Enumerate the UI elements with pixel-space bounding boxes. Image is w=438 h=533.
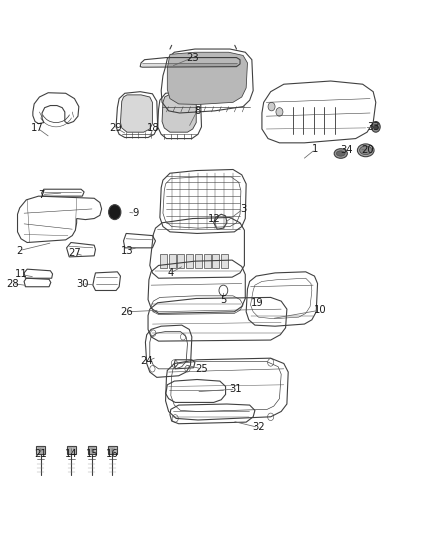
Ellipse shape <box>336 151 345 156</box>
Bar <box>160 254 167 268</box>
Text: 12: 12 <box>208 214 221 223</box>
Text: 15: 15 <box>85 449 99 459</box>
Text: 10: 10 <box>314 305 326 315</box>
Text: 29: 29 <box>110 123 123 133</box>
Circle shape <box>374 124 378 130</box>
Text: 33: 33 <box>367 122 379 132</box>
Bar <box>212 254 219 268</box>
Circle shape <box>109 205 121 220</box>
Bar <box>195 254 202 268</box>
Text: 23: 23 <box>187 53 199 62</box>
Text: 21: 21 <box>34 449 47 459</box>
Text: 18: 18 <box>147 123 159 133</box>
Text: 25: 25 <box>195 364 208 374</box>
Text: 19: 19 <box>251 298 264 308</box>
Ellipse shape <box>360 146 372 155</box>
Text: 20: 20 <box>362 146 374 155</box>
Text: 9: 9 <box>133 208 139 218</box>
Polygon shape <box>120 95 152 132</box>
Text: 31: 31 <box>230 384 242 394</box>
Bar <box>108 446 117 454</box>
Bar <box>88 446 96 454</box>
Text: 30: 30 <box>76 279 88 288</box>
Bar <box>186 254 193 268</box>
Circle shape <box>268 102 275 111</box>
Text: 24: 24 <box>141 357 153 366</box>
Ellipse shape <box>334 149 347 158</box>
Circle shape <box>371 122 380 132</box>
Bar <box>67 446 76 454</box>
Text: 3: 3 <box>240 204 246 214</box>
Text: 17: 17 <box>31 123 44 133</box>
Bar <box>36 446 45 454</box>
Text: 27: 27 <box>68 248 81 258</box>
Text: 14: 14 <box>65 449 78 459</box>
Text: 4: 4 <box>168 268 174 278</box>
Polygon shape <box>162 95 196 132</box>
Text: 34: 34 <box>340 146 352 155</box>
Bar <box>177 254 184 268</box>
Text: 1: 1 <box>312 144 318 154</box>
Text: 11: 11 <box>14 270 28 279</box>
Bar <box>204 254 211 268</box>
Circle shape <box>276 108 283 116</box>
Polygon shape <box>167 52 247 104</box>
Text: 28: 28 <box>6 279 18 288</box>
Text: 32: 32 <box>252 423 265 432</box>
Text: 8: 8 <box>194 106 200 116</box>
Text: 2: 2 <box>17 246 23 255</box>
Text: 13: 13 <box>121 246 133 255</box>
Text: 5: 5 <box>220 295 226 304</box>
Text: 26: 26 <box>120 307 134 317</box>
Bar <box>221 254 228 268</box>
Text: 7: 7 <box>39 190 45 199</box>
Text: 16: 16 <box>106 449 119 459</box>
Ellipse shape <box>357 144 374 157</box>
Bar <box>169 254 176 268</box>
